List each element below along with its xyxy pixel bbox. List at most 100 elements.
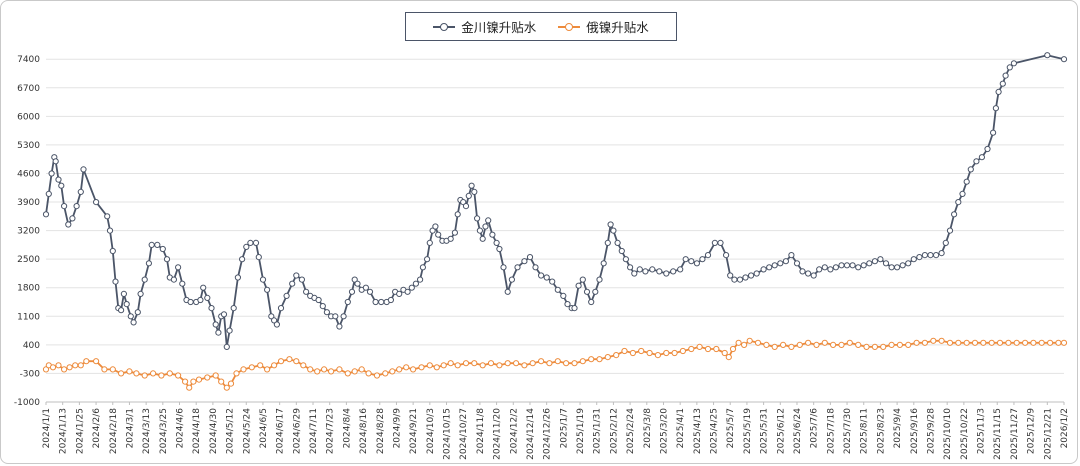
data-point <box>721 349 728 357</box>
data-point <box>328 368 335 375</box>
x-tick-label: 2025/3/8 <box>643 408 653 449</box>
data-point <box>855 341 862 348</box>
data-point <box>307 366 314 373</box>
chart-legend: 金川镍升贴水 俄镍升贴水 <box>405 12 677 41</box>
data-point <box>560 292 567 299</box>
data-point <box>195 376 203 383</box>
data-point <box>866 260 873 267</box>
x-tick-label: 2024/5/12 <box>226 408 236 454</box>
legend-label-series-1: 金川镍升贴水 <box>461 20 537 35</box>
data-point <box>197 296 204 304</box>
data-point <box>780 341 787 348</box>
data-point <box>951 211 958 218</box>
data-point <box>729 345 737 353</box>
data-point <box>429 227 436 234</box>
data-point <box>130 319 137 326</box>
x-tick-label: 2025/10/22 <box>960 408 970 460</box>
data-point <box>871 343 879 350</box>
data-point <box>899 262 906 269</box>
data-point <box>877 256 884 263</box>
y-tick-label: 6000 <box>17 112 40 122</box>
data-point <box>351 276 358 283</box>
data-point <box>992 105 1000 112</box>
data-point <box>748 272 755 279</box>
data-point <box>679 347 687 355</box>
y-tick-label: 2500 <box>17 255 40 265</box>
data-point <box>432 223 439 230</box>
legend-item-series-1[interactable]: 金川镍升贴水 <box>433 17 536 36</box>
data-point <box>871 258 879 265</box>
data-point <box>723 252 730 259</box>
x-tick-label: 2024/8/28 <box>376 408 386 454</box>
data-point <box>419 264 426 271</box>
data-point <box>49 364 57 371</box>
data-point <box>134 309 141 316</box>
data-point <box>735 339 742 346</box>
series-1 <box>42 52 1068 350</box>
x-tick-label: 2024/4/30 <box>209 408 219 454</box>
x-tick-label: 2025/12/9 <box>1027 408 1037 454</box>
data-point <box>727 272 734 279</box>
data-point <box>496 245 503 253</box>
data-point <box>66 364 73 371</box>
data-point <box>999 80 1006 87</box>
data-point <box>487 360 495 367</box>
data-point <box>248 364 255 371</box>
data-point <box>921 339 929 346</box>
y-tick-label: 3200 <box>17 227 40 237</box>
data-point <box>1005 339 1012 346</box>
legend-item-series-2[interactable]: 俄镍升贴水 <box>558 17 649 36</box>
data-point <box>106 227 114 234</box>
data-point <box>888 341 895 348</box>
data-point <box>77 188 84 195</box>
x-tick-label: 2024/10/15 <box>443 408 453 460</box>
data-point <box>372 298 379 306</box>
data-point <box>816 266 823 273</box>
data-point <box>813 341 820 348</box>
data-point <box>571 360 578 367</box>
data-point <box>521 362 528 369</box>
data-point <box>832 264 840 271</box>
data-point <box>42 211 50 218</box>
data-point <box>493 239 500 246</box>
data-point <box>766 264 773 271</box>
y-tick-label: 5300 <box>17 141 40 151</box>
data-point <box>489 231 496 238</box>
data-point <box>1038 339 1045 346</box>
data-point <box>212 372 219 379</box>
data-point <box>55 362 62 369</box>
data-point <box>882 260 890 267</box>
data-point <box>243 243 250 250</box>
data-point <box>688 345 695 353</box>
data-point <box>746 337 753 344</box>
data-point <box>649 266 656 273</box>
data-point <box>500 264 507 271</box>
data-point <box>271 362 278 369</box>
y-tick-label: -300 <box>20 369 41 379</box>
data-point <box>179 280 186 287</box>
y-tick-label: 400 <box>23 341 40 351</box>
data-point <box>234 274 241 281</box>
data-point <box>271 317 278 324</box>
data-point <box>303 288 310 295</box>
data-point <box>187 298 194 306</box>
data-point <box>821 264 828 271</box>
data-point <box>479 235 486 242</box>
data-point <box>426 362 433 369</box>
data-point <box>990 129 997 136</box>
data-point <box>389 368 396 375</box>
data-point <box>984 145 991 153</box>
x-tick-label: 2025/5/19 <box>743 408 753 454</box>
data-point <box>112 278 119 285</box>
data-point <box>190 378 197 385</box>
data-point <box>654 352 662 359</box>
data-point <box>412 280 419 287</box>
legend-swatch-series-1 <box>433 22 456 32</box>
data-point <box>468 182 475 189</box>
data-point <box>418 364 425 371</box>
data-point <box>910 256 917 263</box>
x-tick-label: 2025/9/16 <box>910 408 920 454</box>
data-point <box>277 305 285 312</box>
data-point <box>621 347 628 355</box>
data-point <box>980 339 987 346</box>
